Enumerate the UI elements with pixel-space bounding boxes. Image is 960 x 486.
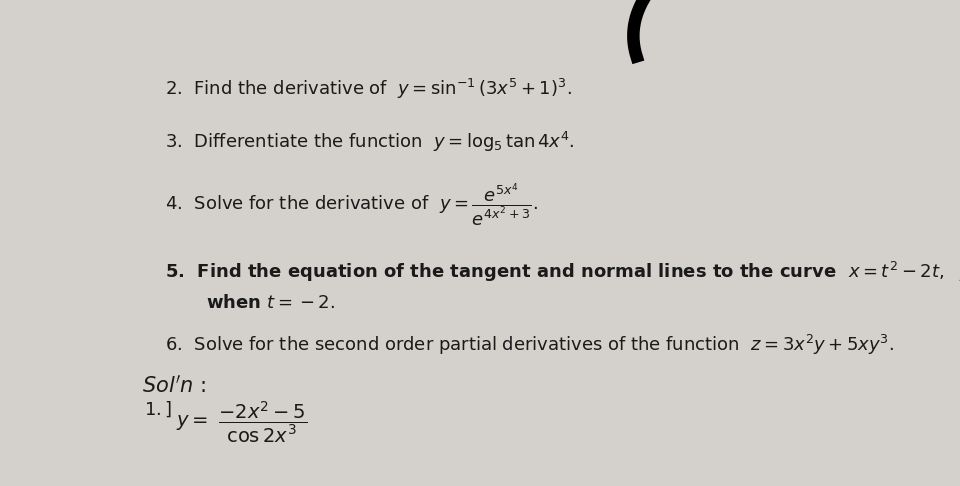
Text: 3.  Differentiate the function  $y = \log_5 \tan 4x^4$.: 3. Differentiate the function $y = \log_… <box>165 129 574 154</box>
Text: $1.$]: $1.$] <box>144 399 172 419</box>
Text: 4.  Solve for the derivative of  $y = \dfrac{e^{5x^4}}{e^{4x^2+3}}$.: 4. Solve for the derivative of $y = \dfr… <box>165 182 538 229</box>
Text: 6.  Solve for the second order partial derivatives of the function  $z = 3x^2y +: 6. Solve for the second order partial de… <box>165 333 894 358</box>
Text: when $t = -2.$: when $t = -2.$ <box>205 294 335 312</box>
Text: 5.  Find the equation of the tangent and normal lines to the curve  $x = t^2 - 2: 5. Find the equation of the tangent and … <box>165 260 960 284</box>
Text: $y = \ \dfrac{-2x^2-5}{\cos 2x^3}$: $y = \ \dfrac{-2x^2-5}{\cos 2x^3}$ <box>176 399 307 445</box>
Text: 2.  Find the derivative of  $y = \sin^{-1}(3x^5+1)^3$.: 2. Find the derivative of $y = \sin^{-1}… <box>165 77 571 101</box>
Text: $\mathit{Sol'n}$ :: $\mathit{Sol'n}$ : <box>142 375 206 397</box>
